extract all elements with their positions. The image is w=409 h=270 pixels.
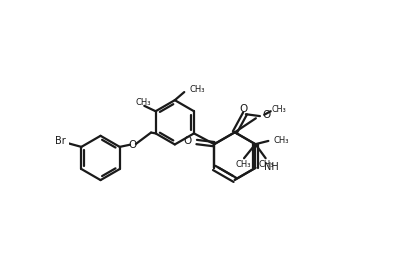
Text: O: O bbox=[128, 140, 137, 150]
Text: Br: Br bbox=[55, 136, 65, 146]
Text: O: O bbox=[240, 103, 248, 114]
Text: CH₃: CH₃ bbox=[236, 160, 251, 169]
Text: O: O bbox=[263, 110, 271, 120]
Text: CH₃: CH₃ bbox=[190, 85, 205, 94]
Text: O: O bbox=[183, 136, 191, 146]
Text: CH₃: CH₃ bbox=[259, 160, 274, 169]
Text: CH₃: CH₃ bbox=[274, 136, 289, 145]
Text: NH: NH bbox=[264, 161, 279, 172]
Text: CH₃: CH₃ bbox=[136, 97, 151, 107]
Text: CH₃: CH₃ bbox=[272, 105, 286, 114]
